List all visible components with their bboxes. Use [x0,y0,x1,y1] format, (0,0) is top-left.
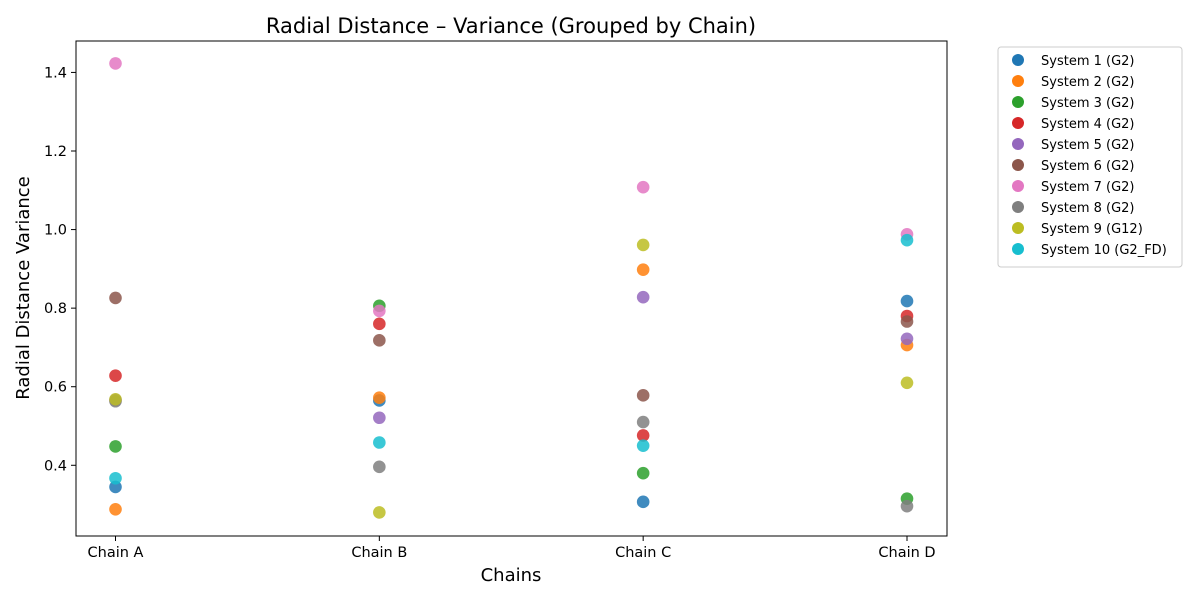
legend-marker [1012,159,1024,171]
legend: System 1 (G2) System 2 (G2) System 3 (G2) S… [997,46,1183,268]
legend-marker [1012,243,1024,255]
data-point-system-10 [109,471,122,485]
legend-label: System 2 (G2) [1041,75,1135,90]
legend-label: System 1 (G2) [1041,54,1135,69]
data-point-system-7 [636,180,650,194]
legend-marker [1012,138,1024,150]
data-point-system-5 [900,332,914,346]
legend-label: System 9 (G12) [1041,222,1143,237]
legend-marker [1012,54,1024,66]
data-point-system-5 [636,290,650,304]
data-point-system-2 [109,502,122,516]
legend-label: System 7 (G2) [1041,180,1135,195]
data-point-system-10 [900,233,914,247]
data-point-system-9 [636,238,650,252]
data-point-system-10 [636,439,650,452]
legend-marker [1012,96,1024,108]
data-point-system-9 [900,376,914,390]
legend-marker [1012,75,1024,87]
data-point-system-9 [373,506,386,519]
data-point-system-8 [373,460,386,474]
data-point-system-8 [900,499,914,513]
y-tick-label: 0.4 [44,458,67,474]
data-point-system-2 [373,391,386,405]
data-point-system-6 [636,389,650,402]
data-point-system-7 [373,304,386,318]
legend-label: System 5 (G2) [1041,138,1135,153]
legend-marker [1012,117,1024,129]
data-point-system-6 [109,291,122,305]
y-tick-label: 1.4 [44,65,67,81]
legend-label: System 3 (G2) [1041,96,1135,111]
data-point-system-1 [900,294,914,308]
data-point-system-9 [109,392,122,406]
plot-area: Chain A Chain B Chain C Chain D 0.4 0.6 0.8 1.0… [44,40,948,561]
y-tick-label: 1.2 [44,144,67,160]
data-point-system-1 [636,495,650,509]
legend-marker [1012,180,1024,192]
data-point-system-7 [109,57,122,70]
y-tick-label: 1.0 [44,223,67,239]
data-point-system-10 [373,436,386,449]
x-tick-label: Chain B [351,545,407,561]
data-point-system-6 [900,315,914,328]
legend-label: System 8 (G2) [1041,201,1135,216]
legend-label: System 6 (G2) [1041,159,1135,174]
data-point-system-5 [373,411,386,425]
data-point-system-2 [636,263,650,276]
x-axis-label: Chains [481,565,542,586]
data-point-system-3 [636,466,650,480]
x-tick-label: Chain A [88,545,144,561]
legend-frame [997,46,1183,268]
data-point-system-6 [373,334,386,347]
y-tick-label: 0.6 [44,380,67,396]
data-point-system-3 [109,440,122,453]
legend-marker [1012,222,1024,234]
x-tick-label: Chain C [615,545,671,561]
data-point-system-1 [109,480,122,494]
y-tick-label: 0.8 [44,301,67,317]
legend-label: System 4 (G2) [1041,117,1135,132]
y-axis-label: Radial Distance Variance [13,176,34,400]
data-point-system-4 [373,317,386,331]
chart-title: Radial Distance – Variance (Grouped by C… [266,14,756,38]
data-point-system-4 [636,429,650,442]
plot-frame [75,40,948,537]
x-tick-label: Chain D [878,545,935,561]
legend-marker [1012,201,1024,213]
legend-label: System 10 (G2_FD) [1041,243,1167,258]
data-point-system-8 [636,415,650,429]
data-point-system-4 [109,369,122,383]
